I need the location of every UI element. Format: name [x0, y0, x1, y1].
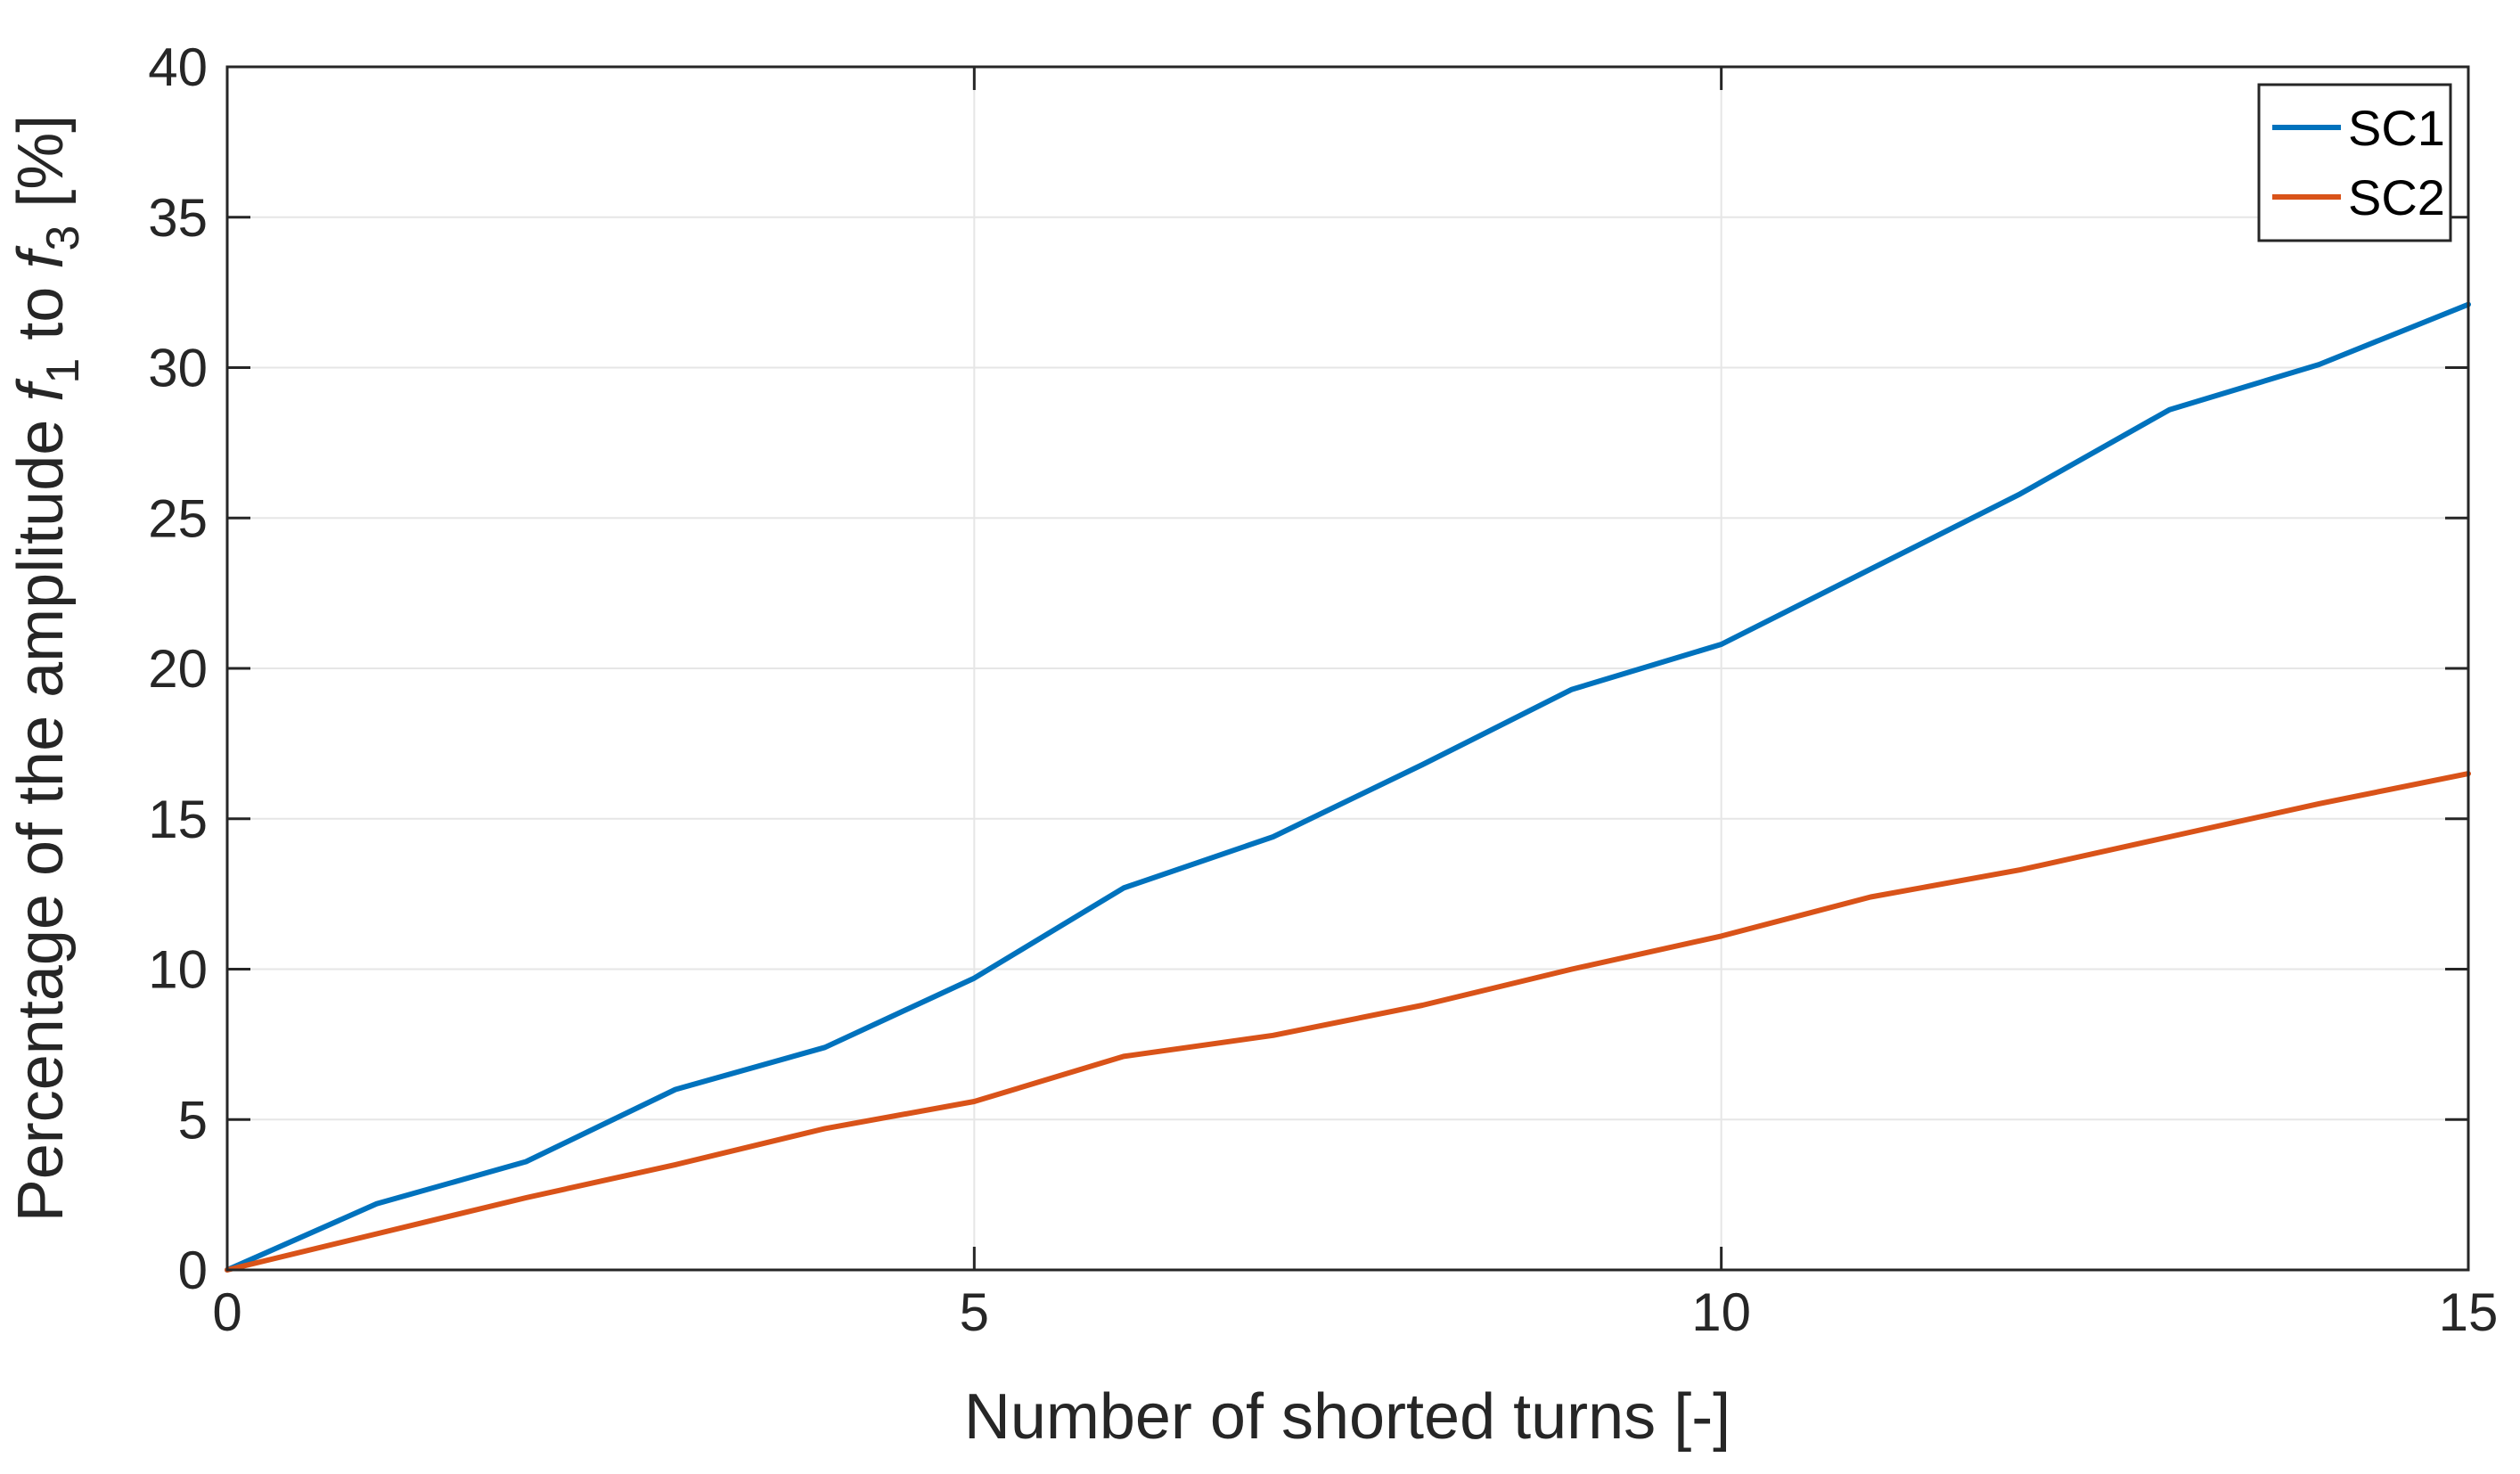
series-line-sc1	[225, 301, 2471, 1273]
y-axis-label-prefix: Percentage of the amplitude	[5, 402, 77, 1223]
series-line-sc2	[225, 771, 2471, 1273]
legend-box	[2257, 83, 2452, 242]
y-tick-label: 0	[178, 1241, 208, 1300]
y-tick-label: 35	[148, 188, 208, 248]
y-tick-label: 30	[148, 339, 208, 398]
y-axis-label-sub2: 3	[37, 225, 89, 251]
y-tick-label: 10	[148, 940, 208, 1000]
x-axis-label: Number of shorted turns [-]	[964, 1381, 1730, 1453]
grid-lines	[226, 66, 2469, 1271]
legend-label-sc1: SC1	[2348, 100, 2445, 156]
y-axis-label: Percentage of the amplitude f1 to f3 [%]	[5, 115, 89, 1223]
x-tick-label: 0	[212, 1282, 241, 1342]
x-tick-label: 15	[2439, 1282, 2499, 1342]
y-tick-label: 20	[148, 639, 208, 699]
y-axis-label-mid: to	[5, 269, 77, 358]
y-tick-label: 15	[148, 790, 208, 849]
y-tick-label: 25	[148, 488, 208, 548]
x-tick-label: 5	[960, 1282, 989, 1342]
series-lines	[225, 301, 2471, 1273]
y-tick-label: 5	[178, 1090, 208, 1150]
y-tick-label: 40	[148, 37, 208, 97]
axis-ticks: 0 5 10 15 0 5 10 15 20 25 30 35 40	[148, 37, 2498, 1342]
y-axis-label-suffix: [%]	[5, 115, 77, 225]
x-tick-label: 10	[1691, 1282, 1751, 1342]
y-axis-label-sub1: 1	[37, 358, 89, 384]
legend-label-sc2: SC2	[2348, 169, 2445, 225]
